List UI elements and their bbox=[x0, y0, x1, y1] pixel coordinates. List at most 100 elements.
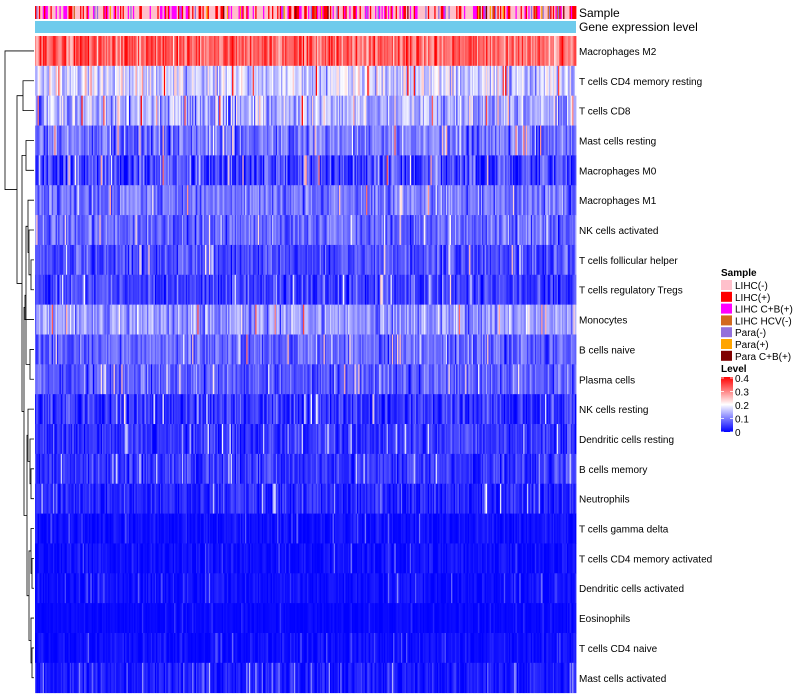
heatmap-cell bbox=[394, 185, 397, 216]
heatmap-cell bbox=[357, 244, 359, 276]
heatmap-cell bbox=[210, 215, 212, 246]
heatmap-cell bbox=[327, 155, 330, 186]
heatmap-cell bbox=[527, 185, 529, 216]
heatmap-cell bbox=[454, 304, 457, 335]
heatmap-cell bbox=[496, 65, 498, 97]
heatmap-cell bbox=[201, 215, 203, 246]
heatmap-cell bbox=[59, 36, 62, 67]
heatmap-cell bbox=[385, 244, 388, 276]
heatmap-cell bbox=[253, 304, 256, 335]
heatmap-cell bbox=[127, 274, 130, 306]
heatmap-cell bbox=[518, 215, 520, 246]
heatmap-cell bbox=[114, 125, 117, 156]
heatmap-cell bbox=[479, 36, 482, 67]
heatmap-cell bbox=[290, 185, 292, 216]
heatmap-cell bbox=[487, 155, 489, 186]
heatmap-cell bbox=[514, 125, 516, 156]
heatmap-cell bbox=[454, 155, 457, 186]
heatmap-cell bbox=[337, 36, 340, 67]
heatmap-cell bbox=[480, 36, 483, 67]
heatmap-cell bbox=[63, 95, 66, 126]
heatmap-cell bbox=[104, 65, 107, 97]
heatmap-cell bbox=[159, 244, 162, 276]
heatmap-cell bbox=[277, 304, 279, 335]
heatmap-cell bbox=[125, 274, 127, 306]
heatmap-cell bbox=[228, 155, 230, 186]
heatmap-cell bbox=[373, 274, 376, 306]
sample-cell bbox=[566, 6, 569, 19]
heatmap-cell bbox=[360, 215, 363, 246]
heatmap-cell bbox=[135, 155, 138, 186]
heatmap-cell bbox=[543, 304, 546, 335]
heatmap-cell bbox=[518, 36, 520, 67]
heatmap-cell bbox=[174, 155, 176, 186]
heatmap-cell bbox=[96, 334, 99, 365]
heatmap-cell bbox=[349, 244, 351, 276]
heatmap-cell bbox=[138, 155, 140, 186]
heatmap-cell bbox=[519, 125, 522, 156]
heatmap-cell bbox=[67, 215, 69, 246]
heatmap-cell bbox=[568, 215, 570, 246]
heatmap-cell bbox=[288, 125, 291, 156]
heatmap-cell bbox=[259, 334, 261, 365]
heatmap-cell bbox=[313, 36, 315, 67]
sample-cell bbox=[384, 6, 386, 19]
heatmap-cell bbox=[528, 155, 531, 186]
heatmap-cell bbox=[86, 65, 89, 97]
heatmap-cell bbox=[341, 304, 344, 335]
heatmap-cell bbox=[488, 36, 491, 67]
heatmap-cell bbox=[107, 244, 109, 276]
heatmap-cell bbox=[449, 65, 452, 97]
heatmap-cell bbox=[216, 215, 219, 246]
heatmap-cell bbox=[246, 65, 248, 97]
heatmap-cell bbox=[80, 244, 82, 276]
heatmap-cell bbox=[69, 125, 72, 156]
heatmap-cell bbox=[444, 244, 447, 276]
heatmap-cell bbox=[82, 125, 85, 156]
heatmap-cell bbox=[445, 65, 448, 97]
sample-cell bbox=[284, 6, 287, 19]
heatmap-cell bbox=[327, 65, 330, 97]
heatmap-cell bbox=[475, 155, 478, 186]
heatmap-cell bbox=[81, 155, 84, 186]
heatmap-cell bbox=[444, 65, 447, 97]
heatmap-cell bbox=[424, 274, 426, 306]
heatmap-cell bbox=[395, 185, 398, 216]
heatmap-cell bbox=[456, 274, 458, 306]
heatmap-cell bbox=[372, 125, 375, 156]
heatmap-cell bbox=[82, 185, 85, 216]
heatmap-cell bbox=[246, 125, 248, 156]
heatmap-cell bbox=[225, 185, 228, 216]
heatmap-cell bbox=[113, 125, 116, 156]
heatmap-cell bbox=[266, 274, 269, 306]
heatmap-cell bbox=[496, 244, 498, 276]
sample-cell bbox=[121, 6, 123, 19]
heatmap-cell bbox=[235, 304, 238, 335]
heatmap-cell bbox=[521, 95, 524, 126]
heatmap-cell bbox=[502, 95, 505, 126]
heatmap-cell bbox=[405, 244, 408, 276]
heatmap-cell bbox=[67, 155, 69, 186]
heatmap-cell bbox=[55, 304, 58, 335]
heatmap-cell bbox=[281, 95, 283, 126]
heatmap-cell bbox=[265, 244, 268, 276]
heatmap-cell bbox=[493, 304, 496, 335]
heatmap-cell bbox=[152, 65, 154, 97]
heatmap-cell bbox=[537, 185, 540, 216]
heatmap-cell bbox=[293, 304, 296, 335]
heatmap-cell bbox=[472, 334, 475, 365]
heatmap-cell bbox=[270, 95, 273, 126]
heatmap-cell bbox=[270, 274, 273, 306]
heatmap-cell bbox=[362, 65, 364, 97]
heatmap-cell bbox=[308, 274, 310, 306]
sample-cell bbox=[405, 6, 408, 19]
sample-cell bbox=[126, 6, 129, 19]
heatmap-cell bbox=[360, 244, 363, 276]
heatmap-cell bbox=[391, 185, 394, 216]
heatmap-cell bbox=[98, 185, 100, 216]
heatmap-cell bbox=[117, 36, 120, 67]
heatmap-cell bbox=[342, 95, 345, 126]
sample-cell bbox=[290, 6, 292, 19]
heatmap-cell bbox=[449, 244, 452, 276]
heatmap-cell bbox=[449, 125, 452, 156]
